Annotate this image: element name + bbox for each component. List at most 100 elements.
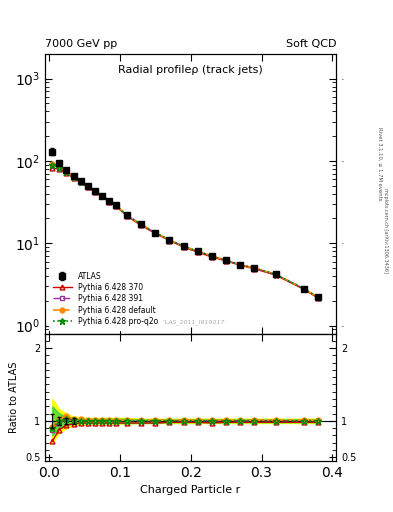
- Pythia 6.428 370: [139, 222, 143, 228]
- Line: Pythia 6.428 370: Pythia 6.428 370: [50, 165, 321, 301]
- Pythia 6.428 391: [252, 265, 257, 271]
- Pythia 6.428 default: [64, 168, 69, 174]
- Pythia 6.428 default: [57, 163, 62, 169]
- Pythia 6.428 370: [274, 272, 278, 278]
- Pythia 6.428 391: [224, 258, 228, 264]
- Pythia 6.428 370: [107, 199, 111, 205]
- Y-axis label: Ratio to ATLAS: Ratio to ATLAS: [9, 361, 19, 433]
- Pythia 6.428 default: [195, 248, 200, 254]
- Pythia 6.428 default: [302, 286, 307, 292]
- Pythia 6.428 391: [181, 243, 186, 249]
- Pythia 6.428 default: [209, 253, 214, 259]
- Pythia 6.428 370: [181, 244, 186, 250]
- Pythia 6.428 391: [153, 230, 158, 236]
- Pythia 6.428 pro-q2o: [78, 179, 83, 185]
- Text: ATLAS_2011_I919017: ATLAS_2011_I919017: [157, 319, 224, 325]
- Pythia 6.428 370: [125, 213, 129, 219]
- Pythia 6.428 370: [195, 249, 200, 255]
- Pythia 6.428 pro-q2o: [92, 188, 97, 194]
- Pythia 6.428 370: [78, 179, 83, 185]
- Pythia 6.428 370: [252, 266, 257, 272]
- Pythia 6.428 391: [71, 175, 76, 181]
- Text: mcplots.cern.ch [arXiv:1306.3436]: mcplots.cern.ch [arXiv:1306.3436]: [384, 188, 388, 273]
- Pythia 6.428 391: [125, 212, 129, 218]
- Pythia 6.428 370: [85, 184, 90, 190]
- Pythia 6.428 default: [153, 229, 158, 236]
- Pythia 6.428 391: [238, 262, 242, 268]
- Pythia 6.428 370: [64, 170, 69, 176]
- Pythia 6.428 default: [316, 294, 321, 301]
- Pythia 6.428 default: [224, 258, 228, 264]
- Line: Pythia 6.428 default: Pythia 6.428 default: [50, 161, 321, 300]
- Pythia 6.428 pro-q2o: [114, 202, 118, 208]
- Pythia 6.428 default: [252, 265, 257, 271]
- Pythia 6.428 370: [57, 166, 62, 173]
- Pythia 6.428 370: [224, 258, 228, 264]
- Pythia 6.428 370: [71, 175, 76, 181]
- Legend: ATLAS, Pythia 6.428 370, Pythia 6.428 391, Pythia 6.428 default, Pythia 6.428 pr: ATLAS, Pythia 6.428 370, Pythia 6.428 39…: [49, 268, 162, 330]
- Pythia 6.428 pro-q2o: [302, 286, 307, 292]
- Pythia 6.428 391: [50, 162, 55, 168]
- Text: Rivet 3.1.10, ≥ 1.7M events: Rivet 3.1.10, ≥ 1.7M events: [377, 127, 382, 201]
- Text: Soft QCD: Soft QCD: [286, 38, 336, 49]
- Pythia 6.428 pro-q2o: [316, 294, 321, 301]
- Pythia 6.428 370: [238, 262, 242, 268]
- Pythia 6.428 default: [167, 237, 172, 243]
- Pythia 6.428 default: [114, 202, 118, 208]
- Pythia 6.428 pro-q2o: [57, 164, 62, 170]
- Pythia 6.428 default: [99, 193, 104, 199]
- Pythia 6.428 default: [238, 262, 242, 268]
- Text: 7000 GeV pp: 7000 GeV pp: [45, 38, 118, 49]
- Pythia 6.428 pro-q2o: [125, 212, 129, 218]
- Pythia 6.428 391: [195, 248, 200, 254]
- Line: Pythia 6.428 391: Pythia 6.428 391: [50, 163, 321, 300]
- Pythia 6.428 default: [71, 174, 76, 180]
- Pythia 6.428 391: [209, 253, 214, 259]
- Pythia 6.428 370: [167, 238, 172, 244]
- Pythia 6.428 391: [78, 179, 83, 185]
- Pythia 6.428 391: [64, 169, 69, 175]
- Pythia 6.428 pro-q2o: [50, 162, 55, 168]
- Pythia 6.428 pro-q2o: [85, 183, 90, 189]
- Pythia 6.428 370: [99, 194, 104, 200]
- Pythia 6.428 pro-q2o: [153, 229, 158, 236]
- Pythia 6.428 370: [114, 203, 118, 209]
- Pythia 6.428 default: [78, 178, 83, 184]
- Pythia 6.428 pro-q2o: [167, 237, 172, 243]
- Pythia 6.428 pro-q2o: [224, 258, 228, 264]
- Text: Radial profileρ (track jets): Radial profileρ (track jets): [118, 65, 263, 75]
- Pythia 6.428 default: [85, 183, 90, 189]
- Pythia 6.428 370: [50, 165, 55, 171]
- Pythia 6.428 default: [181, 243, 186, 249]
- Pythia 6.428 default: [50, 161, 55, 167]
- Pythia 6.428 default: [139, 221, 143, 227]
- Line: Pythia 6.428 pro-q2o: Pythia 6.428 pro-q2o: [49, 162, 321, 301]
- Pythia 6.428 391: [57, 164, 62, 170]
- Pythia 6.428 pro-q2o: [181, 243, 186, 249]
- Pythia 6.428 391: [99, 193, 104, 199]
- Pythia 6.428 pro-q2o: [238, 262, 242, 268]
- Pythia 6.428 default: [92, 188, 97, 194]
- Pythia 6.428 pro-q2o: [64, 169, 69, 175]
- Pythia 6.428 default: [107, 198, 111, 204]
- Pythia 6.428 pro-q2o: [252, 265, 257, 271]
- Pythia 6.428 pro-q2o: [274, 271, 278, 278]
- Pythia 6.428 391: [85, 183, 90, 189]
- Pythia 6.428 pro-q2o: [99, 193, 104, 199]
- Pythia 6.428 370: [209, 254, 214, 260]
- Pythia 6.428 pro-q2o: [107, 198, 111, 204]
- Pythia 6.428 391: [114, 203, 118, 209]
- Pythia 6.428 391: [107, 198, 111, 204]
- Pythia 6.428 default: [274, 271, 278, 278]
- Pythia 6.428 370: [92, 189, 97, 195]
- Pythia 6.428 pro-q2o: [195, 248, 200, 254]
- Pythia 6.428 391: [302, 286, 307, 292]
- Pythia 6.428 391: [274, 271, 278, 278]
- Pythia 6.428 370: [316, 295, 321, 302]
- Pythia 6.428 pro-q2o: [139, 221, 143, 227]
- Pythia 6.428 391: [167, 237, 172, 243]
- Pythia 6.428 pro-q2o: [71, 175, 76, 181]
- Pythia 6.428 391: [316, 294, 321, 301]
- Pythia 6.428 370: [153, 230, 158, 237]
- X-axis label: Charged Particle r: Charged Particle r: [140, 485, 241, 495]
